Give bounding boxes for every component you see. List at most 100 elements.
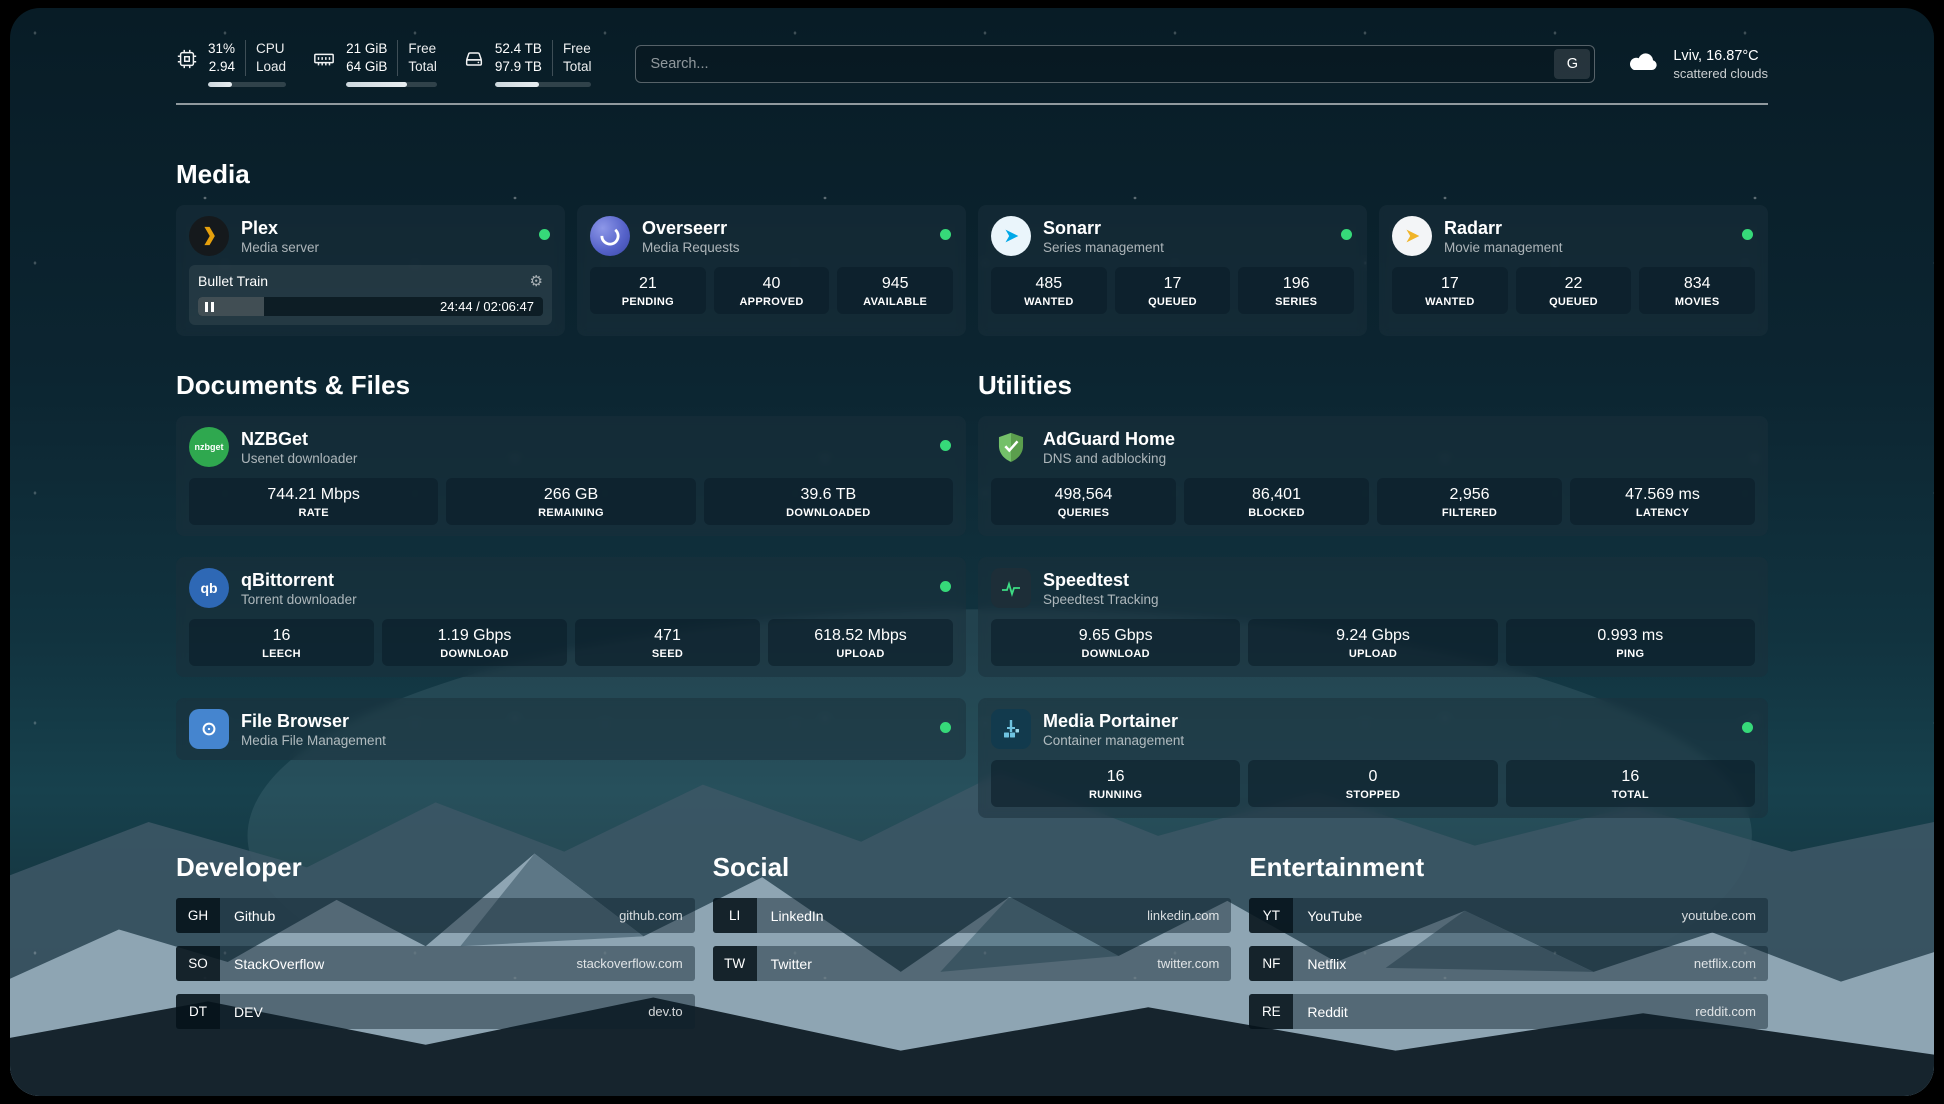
qbittorrent-icon: qb [189, 568, 229, 608]
service-name: Radarr [1444, 217, 1503, 238]
service-card-speedtest[interactable]: Speedtest Speedtest Tracking 9.65 Gbps D… [978, 557, 1768, 677]
disk-total-label: Total [562, 59, 592, 74]
playback-time: 24:44 / 02:06:47 [440, 299, 534, 314]
service-name: NZBGet [241, 428, 308, 449]
bookmark-name: LinkedIn [770, 907, 824, 924]
service-subtitle: DNS and adblocking [1043, 450, 1167, 466]
memory-total-value: 64 GiB [346, 59, 388, 74]
service-card-radarr[interactable]: Radarr Movie management 17 WANTED 22 QUE… [1379, 205, 1768, 336]
service-subtitle: Container management [1043, 732, 1185, 748]
stat-box: 40 APPROVED [713, 267, 830, 314]
service-card-overseerr[interactable]: Overseerr Media Requests 21 PENDING 40 A… [577, 205, 966, 336]
service-name: File Browser [241, 710, 350, 731]
service-name: Plex [241, 217, 279, 238]
section-title-developer: Developer [176, 852, 302, 882]
service-card-sonarr[interactable]: Sonarr Series management 485 WANTED 17 Q… [978, 205, 1367, 336]
bookmark-stackoverflow[interactable]: SO StackOverflow stackoverflow.com [176, 946, 695, 981]
bookmark-abbr: LI [712, 898, 757, 933]
bookmark-url: github.com [619, 908, 683, 923]
overseerr-icon [590, 216, 630, 256]
service-name: AdGuard Home [1043, 428, 1176, 449]
middle-columns: Documents & Files nzbget NZBGet Usenet d… [176, 370, 1768, 818]
service-card-adguard[interactable]: AdGuard Home DNS and adblocking 498,564 … [978, 416, 1768, 536]
bookmark-url: youtube.com [1681, 908, 1756, 923]
sonarr-icon [991, 216, 1031, 256]
stat-box: 945 AVAILABLE [837, 267, 954, 314]
cpu-widget: 31% 2.94 CPU Load [176, 40, 287, 87]
service-name: Overseerr [642, 217, 728, 238]
search-engine-button[interactable]: G [1554, 48, 1591, 79]
bookmark-name: StackOverflow [234, 955, 325, 972]
cpu-load-value: 2.94 [208, 59, 236, 74]
bookmark-github[interactable]: GH Github github.com [176, 898, 695, 933]
service-subtitle: Media server [241, 239, 320, 255]
stat-box: 266 GB REMAINING [446, 478, 696, 525]
section-title-utilities: Utilities [978, 370, 1072, 400]
section-title-social: Social [712, 852, 790, 882]
stat-box: 17 QUEUED [1114, 267, 1231, 314]
search-bar: G [635, 44, 1596, 83]
bookmark-name: YouTube [1307, 907, 1363, 924]
service-name: Sonarr [1043, 217, 1102, 238]
bookmark-url: netflix.com [1693, 956, 1756, 971]
gear-icon[interactable]: ⚙ [529, 273, 543, 290]
service-subtitle: Torrent downloader [241, 591, 357, 607]
stat-box: 21 PENDING [590, 267, 706, 314]
plex-icon [189, 216, 229, 256]
disk-free-value: 52.4 TB [494, 41, 542, 56]
service-card-nzbget[interactable]: nzbget NZBGet Usenet downloader 744.21 M… [176, 416, 966, 536]
filebrowser-icon [189, 709, 229, 749]
memory-free-value: 21 GiB [346, 41, 388, 56]
documents-column: Documents & Files nzbget NZBGet Usenet d… [176, 370, 966, 760]
stat-box: 16 LEECH [189, 619, 374, 666]
disk-widget: 52.4 TB 97.9 TB Free Total [463, 40, 592, 87]
bookmark-url: linkedin.com [1147, 908, 1220, 923]
service-card-filebrowser[interactable]: File Browser Media File Management [176, 698, 966, 760]
search-input[interactable] [650, 55, 1555, 72]
cloud-icon [1627, 48, 1661, 79]
bookmark-netflix[interactable]: NF Netflix netflix.com [1249, 946, 1768, 981]
status-dot [1341, 229, 1352, 240]
stat-box: 9.65 Gbps DOWNLOAD [991, 619, 1241, 666]
service-card-portainer[interactable]: Media Portainer Container management 16 … [978, 698, 1768, 818]
bookmark-group-social: Social LI LinkedIn linkedin.com TW Twitt… [712, 852, 1232, 1042]
bookmark-twitter[interactable]: TW Twitter twitter.com [712, 946, 1232, 981]
service-card-plex[interactable]: Plex Media server Bullet Train ⚙ [176, 205, 565, 336]
bookmark-dev[interactable]: DT DEV dev.to [176, 994, 695, 1029]
bookmark-url: reddit.com [1695, 1004, 1756, 1019]
service-card-qbittorrent[interactable]: qb qBittorrent Torrent downloader 16 [176, 557, 966, 677]
cpu-icon [176, 48, 198, 75]
bookmark-url: dev.to [648, 1004, 683, 1019]
section-title-entertainment: Entertainment [1249, 852, 1425, 882]
bookmark-reddit[interactable]: RE Reddit reddit.com [1249, 994, 1768, 1029]
status-dot [1742, 229, 1753, 240]
cpu-label: CPU [256, 41, 285, 56]
stat-box: 471 SEED [575, 619, 760, 666]
bookmark-name: Netflix [1307, 955, 1347, 972]
media-grid: Plex Media server Bullet Train ⚙ [176, 205, 1768, 336]
stat-box: 9.24 Gbps UPLOAD [1248, 619, 1498, 666]
disk-free-label: Free [562, 41, 591, 56]
bookmark-name: DEV [234, 1003, 263, 1020]
stat-box: 17 WANTED [1392, 267, 1508, 314]
memory-icon [312, 48, 336, 75]
disk-icon [463, 48, 485, 75]
status-dot [940, 229, 951, 240]
service-name: Media Portainer [1043, 710, 1179, 731]
status-dot [1742, 722, 1753, 733]
playback-progress-bar[interactable]: 24:44 / 02:06:47 [198, 297, 543, 316]
bookmark-youtube[interactable]: YT YouTube youtube.com [1249, 898, 1768, 933]
stat-box: 1.19 Gbps DOWNLOAD [382, 619, 567, 666]
dashboard-content: 31% 2.94 CPU Load [10, 8, 1934, 1096]
bookmark-linkedin[interactable]: LI LinkedIn linkedin.com [712, 898, 1232, 933]
service-subtitle: Movie management [1444, 239, 1563, 255]
bookmark-abbr: NF [1249, 946, 1294, 981]
service-name: Speedtest [1043, 569, 1130, 590]
memory-progress-bar [346, 82, 437, 87]
bookmark-name: Twitter [770, 955, 812, 972]
cpu-progress-bar [208, 82, 287, 87]
pause-icon[interactable] [205, 301, 214, 312]
stat-box: 744.21 Mbps RATE [189, 478, 439, 525]
stat-box: 22 QUEUED [1515, 267, 1632, 314]
